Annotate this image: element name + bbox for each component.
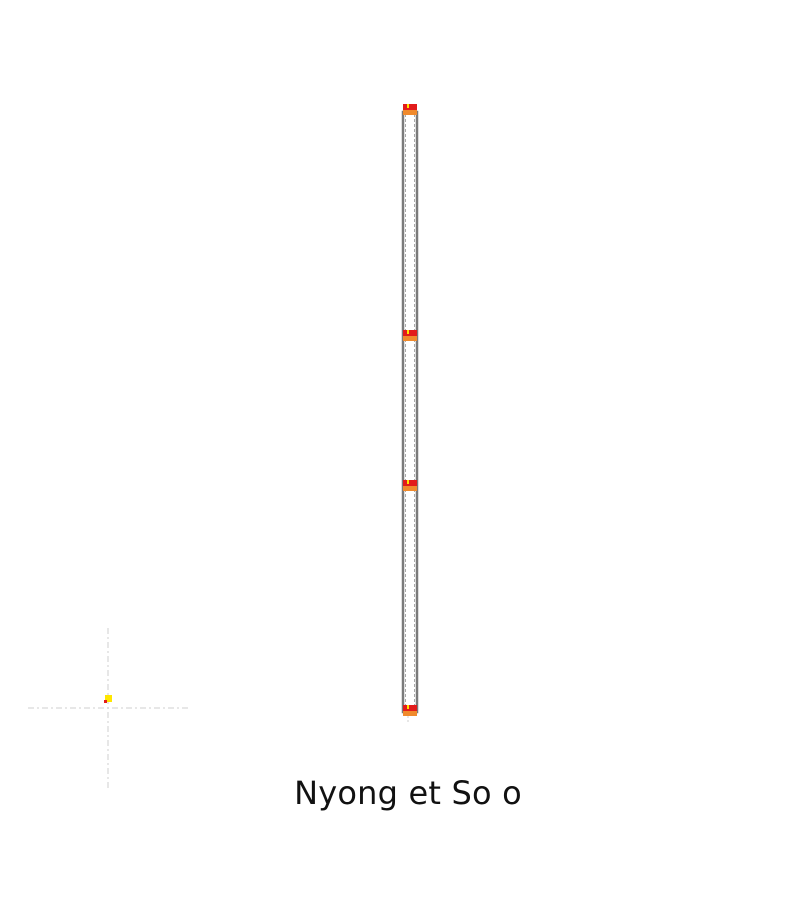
stop-marker-upper-icon (403, 330, 417, 341)
stop-marker-top-icon (403, 104, 417, 115)
stop-marker-middle-icon (403, 480, 417, 491)
route-line-icon (401, 110, 419, 724)
locator-point-shadow (104, 700, 107, 703)
stop-marker-bottom-icon (403, 705, 417, 716)
locator-crosshair-icon (28, 628, 188, 788)
locator-point-icon (105, 695, 112, 702)
map-title: Nyong et So o (294, 774, 522, 812)
